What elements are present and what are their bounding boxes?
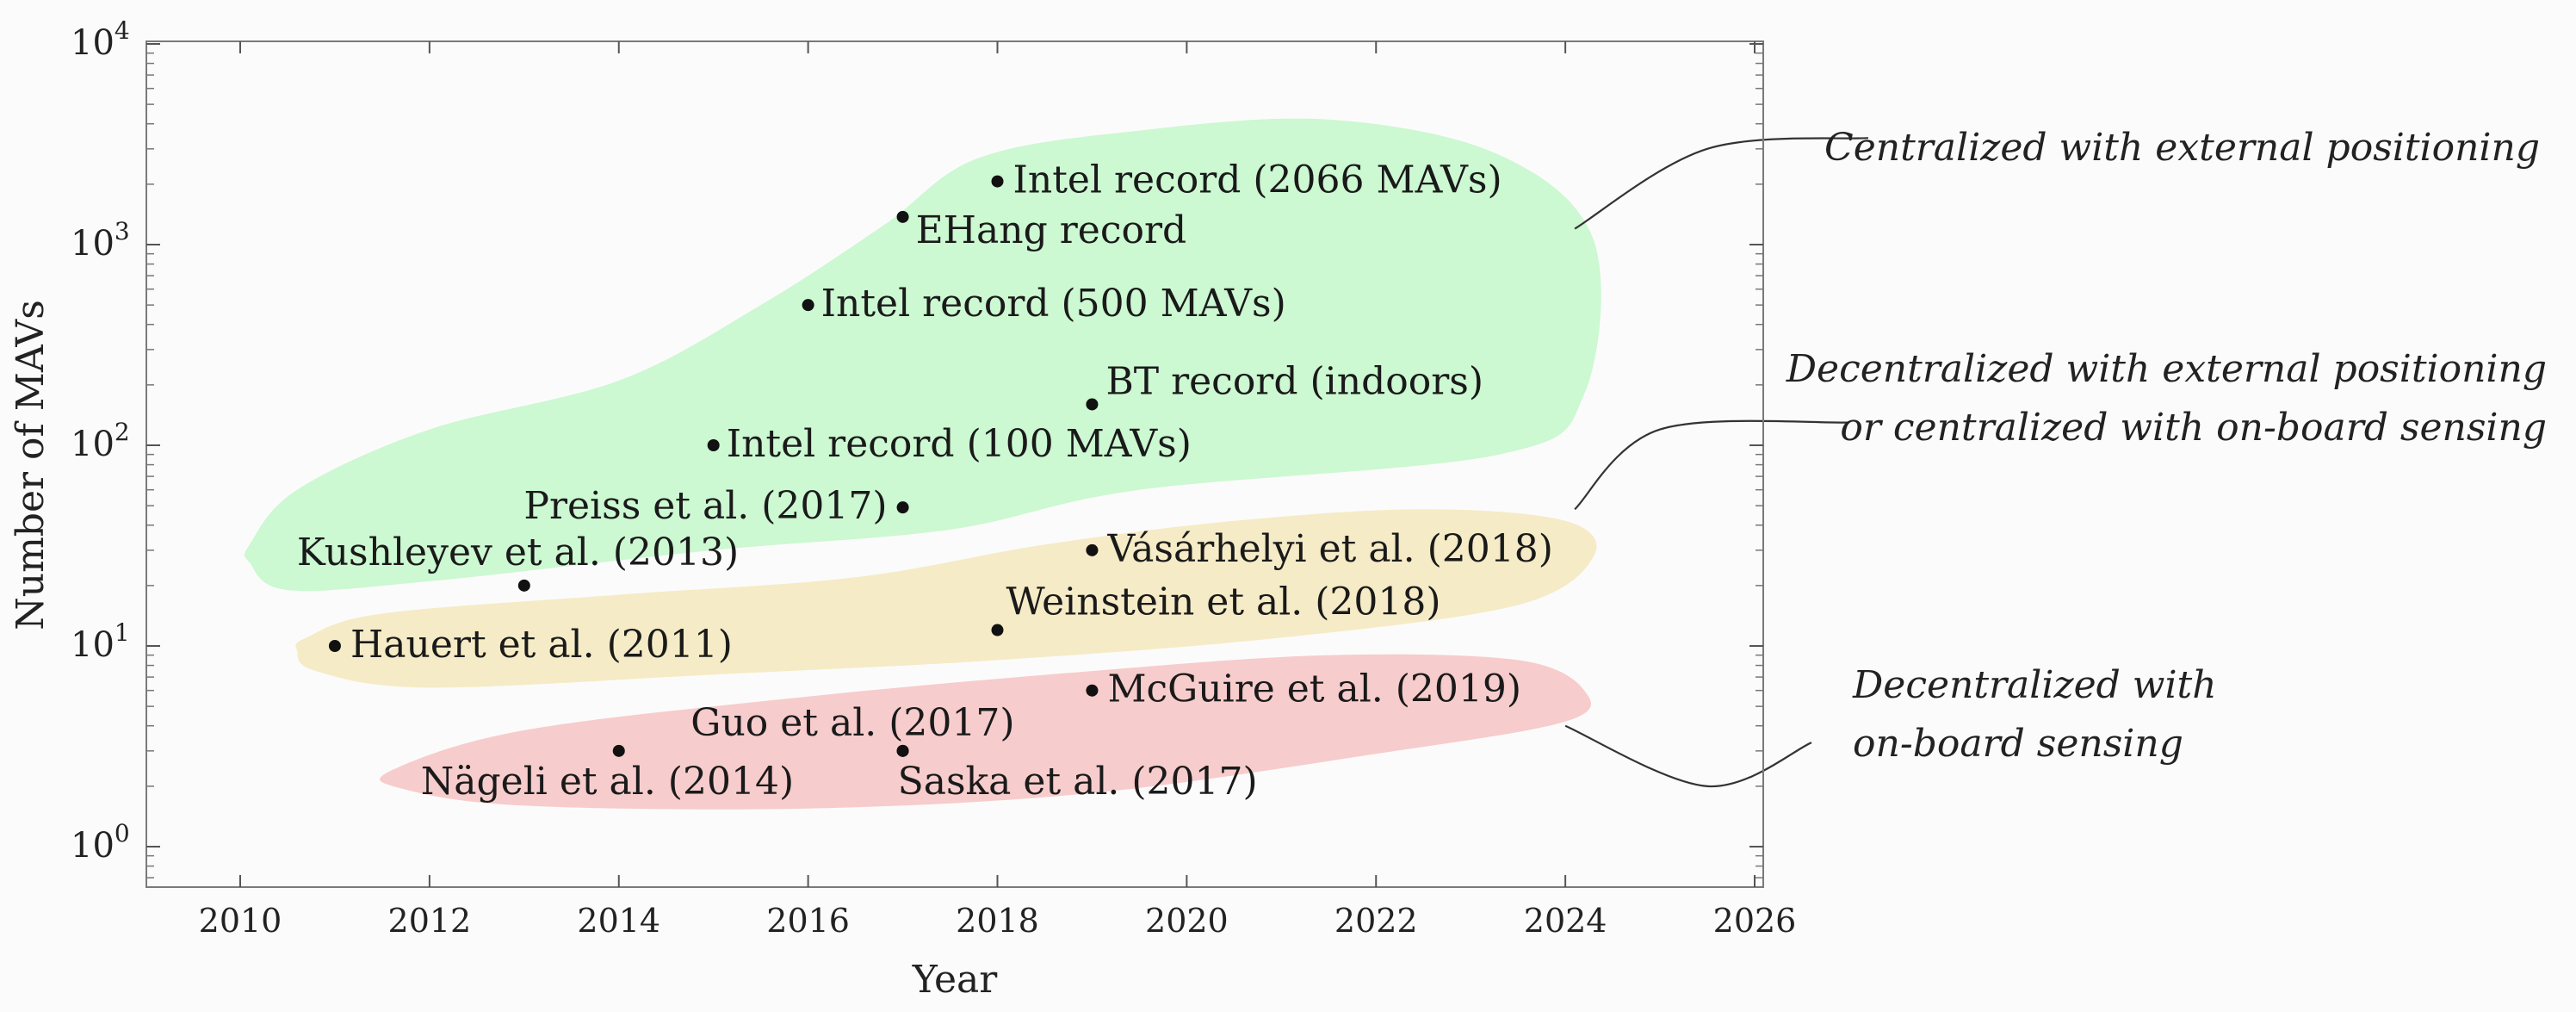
data-point: [991, 624, 1004, 636]
points-layer: Intel record (2066 MAVs) EHang record Inte…: [297, 158, 1553, 804]
point-label: Guo et al. (2017): [690, 701, 1014, 745]
point-label: EHang record: [916, 208, 1187, 252]
data-point: [707, 439, 720, 451]
point-label: Kushleyev et al. (2013): [297, 531, 739, 574]
point-label: McGuire et al. (2019): [1107, 667, 1521, 711]
region-decentralized-external: [295, 509, 1597, 688]
data-point: [328, 640, 341, 652]
x-tick-label: 2020: [1145, 902, 1229, 940]
data-point: [802, 299, 814, 312]
point-label: Preiss et al. (2017): [523, 484, 887, 528]
point-label: Intel record (2066 MAVs): [1013, 158, 1502, 202]
data-point: [896, 501, 909, 514]
region-centralized-external: [244, 118, 1601, 592]
callout-line-decentralized-external: [1574, 419, 1849, 511]
x-tick-label: 2026: [1713, 902, 1797, 940]
regions-layer: [244, 118, 1601, 810]
point-label: BT record (indoors): [1105, 359, 1483, 403]
y-tick-label: 101: [71, 618, 130, 665]
region-label-centralized-external: Centralized with external positioning: [1824, 126, 2540, 170]
x-tick-label: 2022: [1334, 902, 1418, 940]
y-tick-label: 104: [71, 16, 130, 63]
point-label: Vásárhelyi et al. (2018): [1106, 527, 1552, 571]
x-tick-label: 2024: [1524, 902, 1607, 940]
callout-line-centralized-external: [1574, 137, 1868, 230]
x-tick-label: 2012: [388, 902, 472, 940]
data-point: [1086, 398, 1099, 411]
callouts-layer: Centralized with external positioning Dec…: [1564, 126, 2547, 788]
point-label: Nägeli et al. (2014): [421, 760, 794, 804]
data-point: [896, 210, 909, 223]
data-point: [1086, 543, 1099, 556]
point-label: Hauert et al. (2011): [350, 623, 733, 667]
point-label: Weinstein et al. (2018): [1006, 581, 1441, 624]
point-label: Intel record (100 MAVs): [727, 422, 1192, 466]
data-point: [1086, 684, 1099, 697]
region-label-decentralized-onboard: Decentralized with: [1852, 663, 2217, 707]
x-tick-label: 2010: [199, 902, 282, 940]
x-tick-label: 2016: [766, 902, 850, 940]
x-tick-label: 2018: [956, 902, 1039, 940]
point-label: Intel record (500 MAVs): [821, 282, 1286, 326]
region-label-decentralized-onboard: on-board sensing: [1853, 722, 2183, 766]
data-point: [517, 579, 530, 592]
region-label-decentralized-external: Decentralized with external positioning: [1786, 347, 2547, 391]
x-tick-label: 2014: [577, 902, 660, 940]
data-point: [991, 175, 1004, 188]
region-label-decentralized-external: or centralized with on-board sensing: [1840, 406, 2547, 450]
callout-line-decentralized-onboard: [1564, 724, 1812, 788]
region-decentralized-onboard: [380, 654, 1591, 810]
y-tick-label: 103: [71, 217, 130, 264]
data-point: [612, 744, 625, 757]
data-point: [896, 744, 909, 757]
point-label: Saska et al. (2017): [898, 760, 1258, 804]
y-axis-label: Number of MAVs: [9, 300, 53, 630]
y-tick-label: 100: [71, 819, 130, 866]
y-tick-label: 102: [71, 418, 130, 464]
x-axis-label: Year: [912, 958, 998, 1002]
ticks-layer: 2010 2012 2014 2016 2018 2020 2022 2024 2026 100 1…: [71, 16, 1796, 940]
